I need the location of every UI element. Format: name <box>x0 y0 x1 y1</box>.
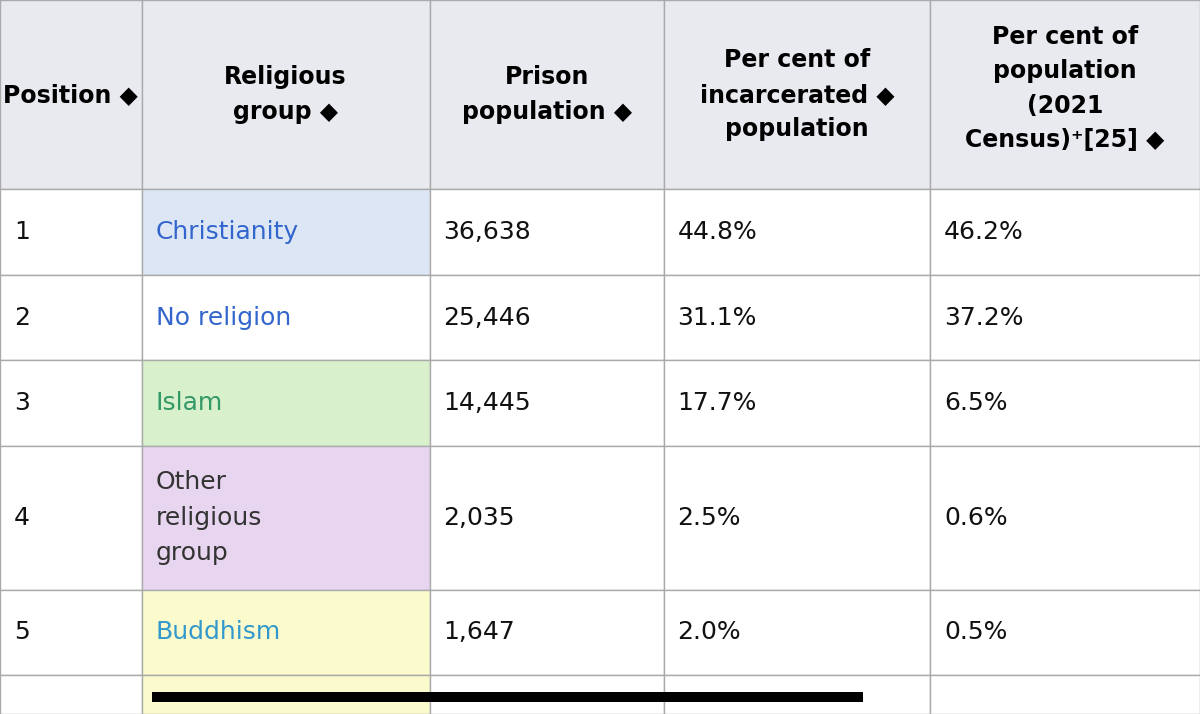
Bar <box>0 446 142 590</box>
Bar <box>430 189 664 275</box>
Text: 6.5%: 6.5% <box>944 391 1008 415</box>
Text: 31.1%: 31.1% <box>678 306 757 330</box>
Bar <box>0 675 142 714</box>
Text: 14,445: 14,445 <box>444 391 532 415</box>
Text: Per cent of
population
(2021
Census)⁺[25] ◆: Per cent of population (2021 Census)⁺[25… <box>965 25 1165 152</box>
Text: 1,647: 1,647 <box>444 620 515 645</box>
Bar <box>142 590 430 675</box>
Bar <box>142 361 430 446</box>
Bar <box>430 275 664 361</box>
Text: 25,446: 25,446 <box>444 306 532 330</box>
Bar <box>930 446 1200 590</box>
Text: 2: 2 <box>14 306 30 330</box>
Bar <box>664 446 930 590</box>
Text: Prison
population ◆: Prison population ◆ <box>462 66 631 124</box>
Bar <box>142 675 430 714</box>
Text: Buddhism: Buddhism <box>156 620 281 645</box>
Bar <box>0 275 142 361</box>
Text: 36,638: 36,638 <box>444 220 532 244</box>
Bar <box>930 675 1200 714</box>
Bar <box>664 189 930 275</box>
Bar <box>151 693 864 703</box>
Text: 44.8%: 44.8% <box>678 220 757 244</box>
Text: 2,035: 2,035 <box>444 506 515 530</box>
Bar <box>142 0 430 189</box>
Text: Christianity: Christianity <box>156 220 299 244</box>
Bar <box>930 0 1200 189</box>
Text: Other
religious
group: Other religious group <box>156 471 262 565</box>
Text: Islam: Islam <box>156 391 223 415</box>
Bar <box>0 189 142 275</box>
Bar <box>930 189 1200 275</box>
Text: Position ◆: Position ◆ <box>4 83 138 106</box>
Bar <box>664 275 930 361</box>
Bar <box>430 361 664 446</box>
Bar <box>0 590 142 675</box>
Text: 37.2%: 37.2% <box>944 306 1024 330</box>
Bar <box>0 361 142 446</box>
Text: Per cent of
incarcerated ◆
population: Per cent of incarcerated ◆ population <box>700 49 894 141</box>
Bar <box>430 675 664 714</box>
Bar <box>0 0 142 189</box>
Bar <box>142 446 430 590</box>
Text: No religion: No religion <box>156 306 290 330</box>
Bar <box>930 275 1200 361</box>
Text: 17.7%: 17.7% <box>678 391 757 415</box>
Text: 2.0%: 2.0% <box>678 620 742 645</box>
Bar <box>664 0 930 189</box>
Bar <box>430 590 664 675</box>
Bar <box>430 446 664 590</box>
Text: 2.5%: 2.5% <box>678 506 742 530</box>
Text: 3: 3 <box>14 391 30 415</box>
Bar <box>930 590 1200 675</box>
Text: 4: 4 <box>14 506 30 530</box>
Bar <box>664 675 930 714</box>
Text: 0.5%: 0.5% <box>944 620 1007 645</box>
Bar <box>664 590 930 675</box>
Text: 5: 5 <box>14 620 30 645</box>
Text: 46.2%: 46.2% <box>944 220 1024 244</box>
Bar <box>664 361 930 446</box>
Text: 0.6%: 0.6% <box>944 506 1008 530</box>
Bar <box>930 361 1200 446</box>
Bar <box>430 0 664 189</box>
Text: 1: 1 <box>14 220 30 244</box>
Bar <box>142 275 430 361</box>
Text: Religious
group ◆: Religious group ◆ <box>224 66 347 124</box>
Bar <box>142 189 430 275</box>
